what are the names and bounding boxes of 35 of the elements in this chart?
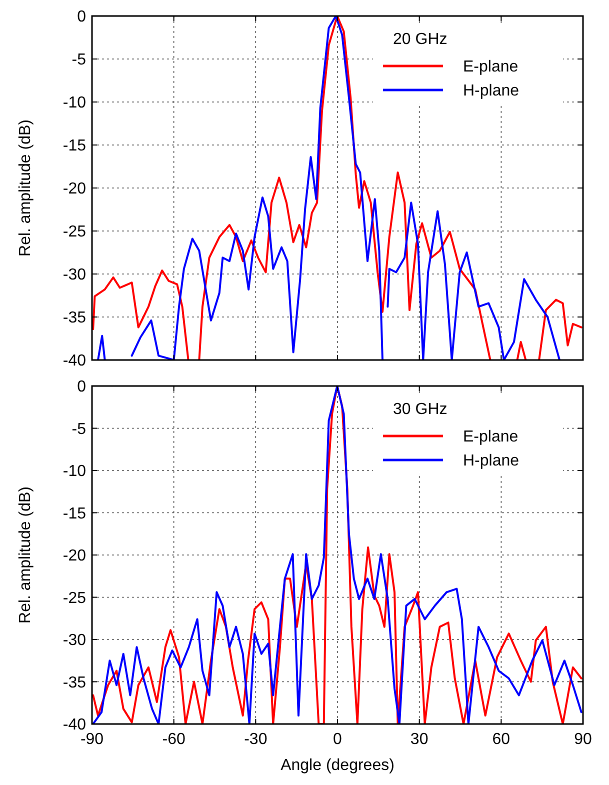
x-tick-label: 0 — [333, 731, 342, 748]
y-tick-label: -25 — [62, 224, 86, 241]
legend-label: E-plane — [463, 428, 518, 446]
y-tick-label: 0 — [77, 8, 86, 26]
y-tick-label: -20 — [62, 548, 86, 565]
y-tick-label: -10 — [62, 463, 86, 480]
legend-label: H-plane — [463, 82, 520, 100]
y-tick-label: -15 — [62, 505, 86, 522]
y-tick-label: -30 — [62, 266, 86, 284]
x-tick-label: 60 — [492, 731, 510, 748]
y-axis-title: Rel. amplitude (dB) — [17, 486, 34, 624]
y-tick-label: -30 — [62, 632, 86, 650]
y-tick-label: -40 — [62, 716, 86, 734]
line-series — [92, 386, 582, 724]
y-tick-label: -35 — [62, 310, 86, 327]
y-tick-label: -35 — [62, 674, 86, 692]
x-tick-label: -30 — [244, 731, 268, 748]
x-tick-label: -90 — [80, 731, 104, 748]
legend-label: H-plane — [463, 452, 520, 470]
y-tick-label: -10 — [62, 94, 86, 112]
y-tick-label: -25 — [62, 590, 86, 607]
y-axis-title: Rel. amplitude (dB) — [17, 120, 34, 256]
y-tick-label: 0 — [77, 378, 86, 396]
legend-label: E-plane — [463, 58, 518, 76]
y-tick-label: -20 — [62, 180, 86, 198]
legend-title: 20 GHz — [393, 31, 448, 48]
x-axis-title: Angle (degrees) — [280, 757, 394, 774]
y-tick-label: -40 — [62, 352, 86, 370]
x-tick-label: 90 — [574, 731, 592, 748]
x-tick-label: 30 — [410, 731, 428, 748]
legend-title: 30 GHz — [393, 401, 448, 418]
x-tick-label: -60 — [162, 731, 186, 748]
y-tick-label: -15 — [62, 138, 86, 155]
y-tick-label: -5 — [72, 52, 86, 69]
y-tick-label: -5 — [72, 420, 86, 438]
